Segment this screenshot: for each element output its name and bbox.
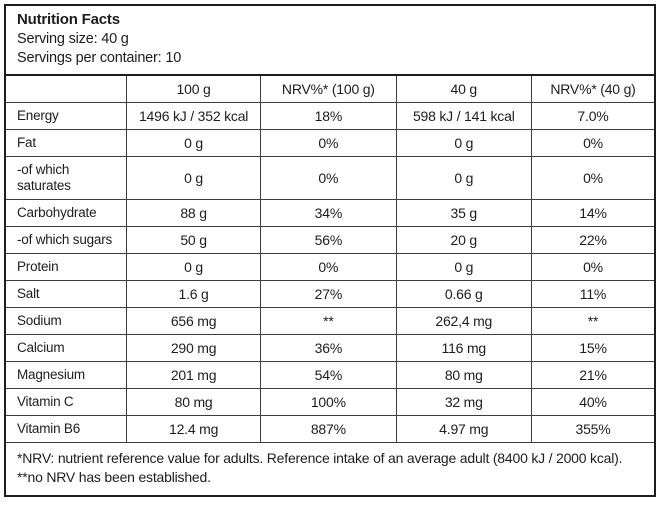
value-per-40g: 116 mg xyxy=(395,334,532,362)
value-per-100g: 50 g xyxy=(126,226,262,254)
value-per-100g: 1.6 g xyxy=(126,280,262,308)
row-label: Energy xyxy=(6,102,128,130)
nutrition-table: 100 g NRV%* (100 g) 40 g NRV%* (40 g) En… xyxy=(6,76,654,443)
row-label: Sodium xyxy=(6,307,128,335)
value-per-100g: 0 g xyxy=(126,129,262,157)
value-per-40g: 0.66 g xyxy=(395,280,532,308)
value-per-100g: 0 g xyxy=(126,156,262,200)
nrv-per-40g: 7.0% xyxy=(530,102,654,130)
value-per-100g: 201 mg xyxy=(126,361,262,389)
label-header: Nutrition Facts Serving size: 40 g Servi… xyxy=(6,6,654,76)
nrv-per-100g: 56% xyxy=(260,226,397,254)
table-row: Vitamin B6 12.4 mg 887% 4.97 mg 355% xyxy=(6,415,654,443)
value-per-40g: 20 g xyxy=(395,226,532,254)
nrv-per-40g: ** xyxy=(530,307,654,335)
row-label: Protein xyxy=(6,253,128,281)
value-per-40g: 4.97 mg xyxy=(395,415,532,443)
table-row: Carbohydrate 88 g 34% 35 g 14% xyxy=(6,199,654,227)
table-row: Protein 0 g 0% 0 g 0% xyxy=(6,253,654,281)
row-label: Magnesium xyxy=(6,361,128,389)
row-label: -of which sugars xyxy=(6,226,128,254)
value-per-100g: 1496 kJ / 352 kcal xyxy=(126,102,262,130)
nrv-per-40g: 0% xyxy=(530,253,654,281)
nrv-per-100g: 34% xyxy=(260,199,397,227)
nrv-per-40g: 22% xyxy=(530,226,654,254)
nrv-per-100g: 54% xyxy=(260,361,397,389)
column-header-40g: 40 g xyxy=(395,76,532,103)
nrv-per-100g: 100% xyxy=(260,388,397,416)
row-label: Carbohydrate xyxy=(6,199,128,227)
table-row: Calcium 290 mg 36% 116 mg 15% xyxy=(6,334,654,362)
table-row: Energy 1496 kJ / 352 kcal 18% 598 kJ / 141 … xyxy=(6,102,654,130)
nrv-per-40g: 15% xyxy=(530,334,654,362)
table-row: -of which sugars 50 g 56% 20 g 22% xyxy=(6,226,654,254)
table-row: Salt 1.6 g 27% 0.66 g 11% xyxy=(6,280,654,308)
servings-per-container: Servings per container: 10 xyxy=(17,50,182,66)
value-per-40g: 262,4 mg xyxy=(395,307,532,335)
value-per-40g: 32 mg xyxy=(395,388,532,416)
column-header-nrv-40g: NRV%* (40 g) xyxy=(530,76,654,103)
column-header-100g: 100 g xyxy=(126,76,262,103)
value-per-40g: 0 g xyxy=(395,253,532,281)
nrv-per-40g: 0% xyxy=(530,156,654,200)
table-row: -of which saturates 0 g 0% 0 g 0% xyxy=(6,156,654,200)
row-label: Salt xyxy=(6,280,128,308)
nrv-per-100g: 0% xyxy=(260,253,397,281)
value-per-100g: 0 g xyxy=(126,253,262,281)
nrv-per-100g: 36% xyxy=(260,334,397,362)
nrv-per-100g: 887% xyxy=(260,415,397,443)
value-per-100g: 12.4 mg xyxy=(126,415,262,443)
value-per-40g: 0 g xyxy=(395,156,532,200)
nrv-per-100g: ** xyxy=(260,307,397,335)
row-label: Vitamin B6 xyxy=(6,415,128,443)
nutrition-table-body: Energy 1496 kJ / 352 kcal 18% 598 kJ / 141 … xyxy=(6,102,654,443)
table-row: Fat 0 g 0% 0 g 0% xyxy=(6,129,654,157)
value-per-40g: 80 mg xyxy=(395,361,532,389)
label-title: Nutrition Facts xyxy=(17,11,120,28)
column-header-nrv-100g: NRV%* (100 g) xyxy=(260,76,397,103)
nrv-per-100g: 27% xyxy=(260,280,397,308)
serving-size: Serving size: 40 g xyxy=(17,31,129,47)
row-label: Fat xyxy=(6,129,128,157)
nrv-per-100g: 18% xyxy=(260,102,397,130)
nrv-per-40g: 40% xyxy=(530,388,654,416)
row-label: Calcium xyxy=(6,334,128,362)
row-label: -of which saturates xyxy=(6,156,128,200)
nrv-per-100g: 0% xyxy=(260,156,397,200)
table-row: Magnesium 201 mg 54% 80 mg 21% xyxy=(6,361,654,389)
value-per-40g: 598 kJ / 141 kcal xyxy=(395,102,532,130)
value-per-100g: 88 g xyxy=(126,199,262,227)
nrv-per-40g: 14% xyxy=(530,199,654,227)
table-row: Sodium 656 mg ** 262,4 mg ** xyxy=(6,307,654,335)
nutrition-label: Nutrition Facts Serving size: 40 g Servi… xyxy=(4,4,656,497)
table-row: Vitamin C 80 mg 100% 32 mg 40% xyxy=(6,388,654,416)
column-header-empty xyxy=(6,76,128,103)
nrv-per-40g: 355% xyxy=(530,415,654,443)
footnote: *NRV: nutrient reference value for adult… xyxy=(17,450,623,485)
value-per-100g: 80 mg xyxy=(126,388,262,416)
value-per-100g: 656 mg xyxy=(126,307,262,335)
nrv-per-40g: 0% xyxy=(530,129,654,157)
value-per-40g: 35 g xyxy=(395,199,532,227)
value-per-40g: 0 g xyxy=(395,129,532,157)
value-per-100g: 290 mg xyxy=(126,334,262,362)
nrv-per-100g: 0% xyxy=(260,129,397,157)
nrv-per-40g: 21% xyxy=(530,361,654,389)
row-label: Vitamin C xyxy=(6,388,128,416)
nrv-per-40g: 11% xyxy=(530,280,654,308)
column-header-row: 100 g NRV%* (100 g) 40 g NRV%* (40 g) xyxy=(6,76,654,103)
